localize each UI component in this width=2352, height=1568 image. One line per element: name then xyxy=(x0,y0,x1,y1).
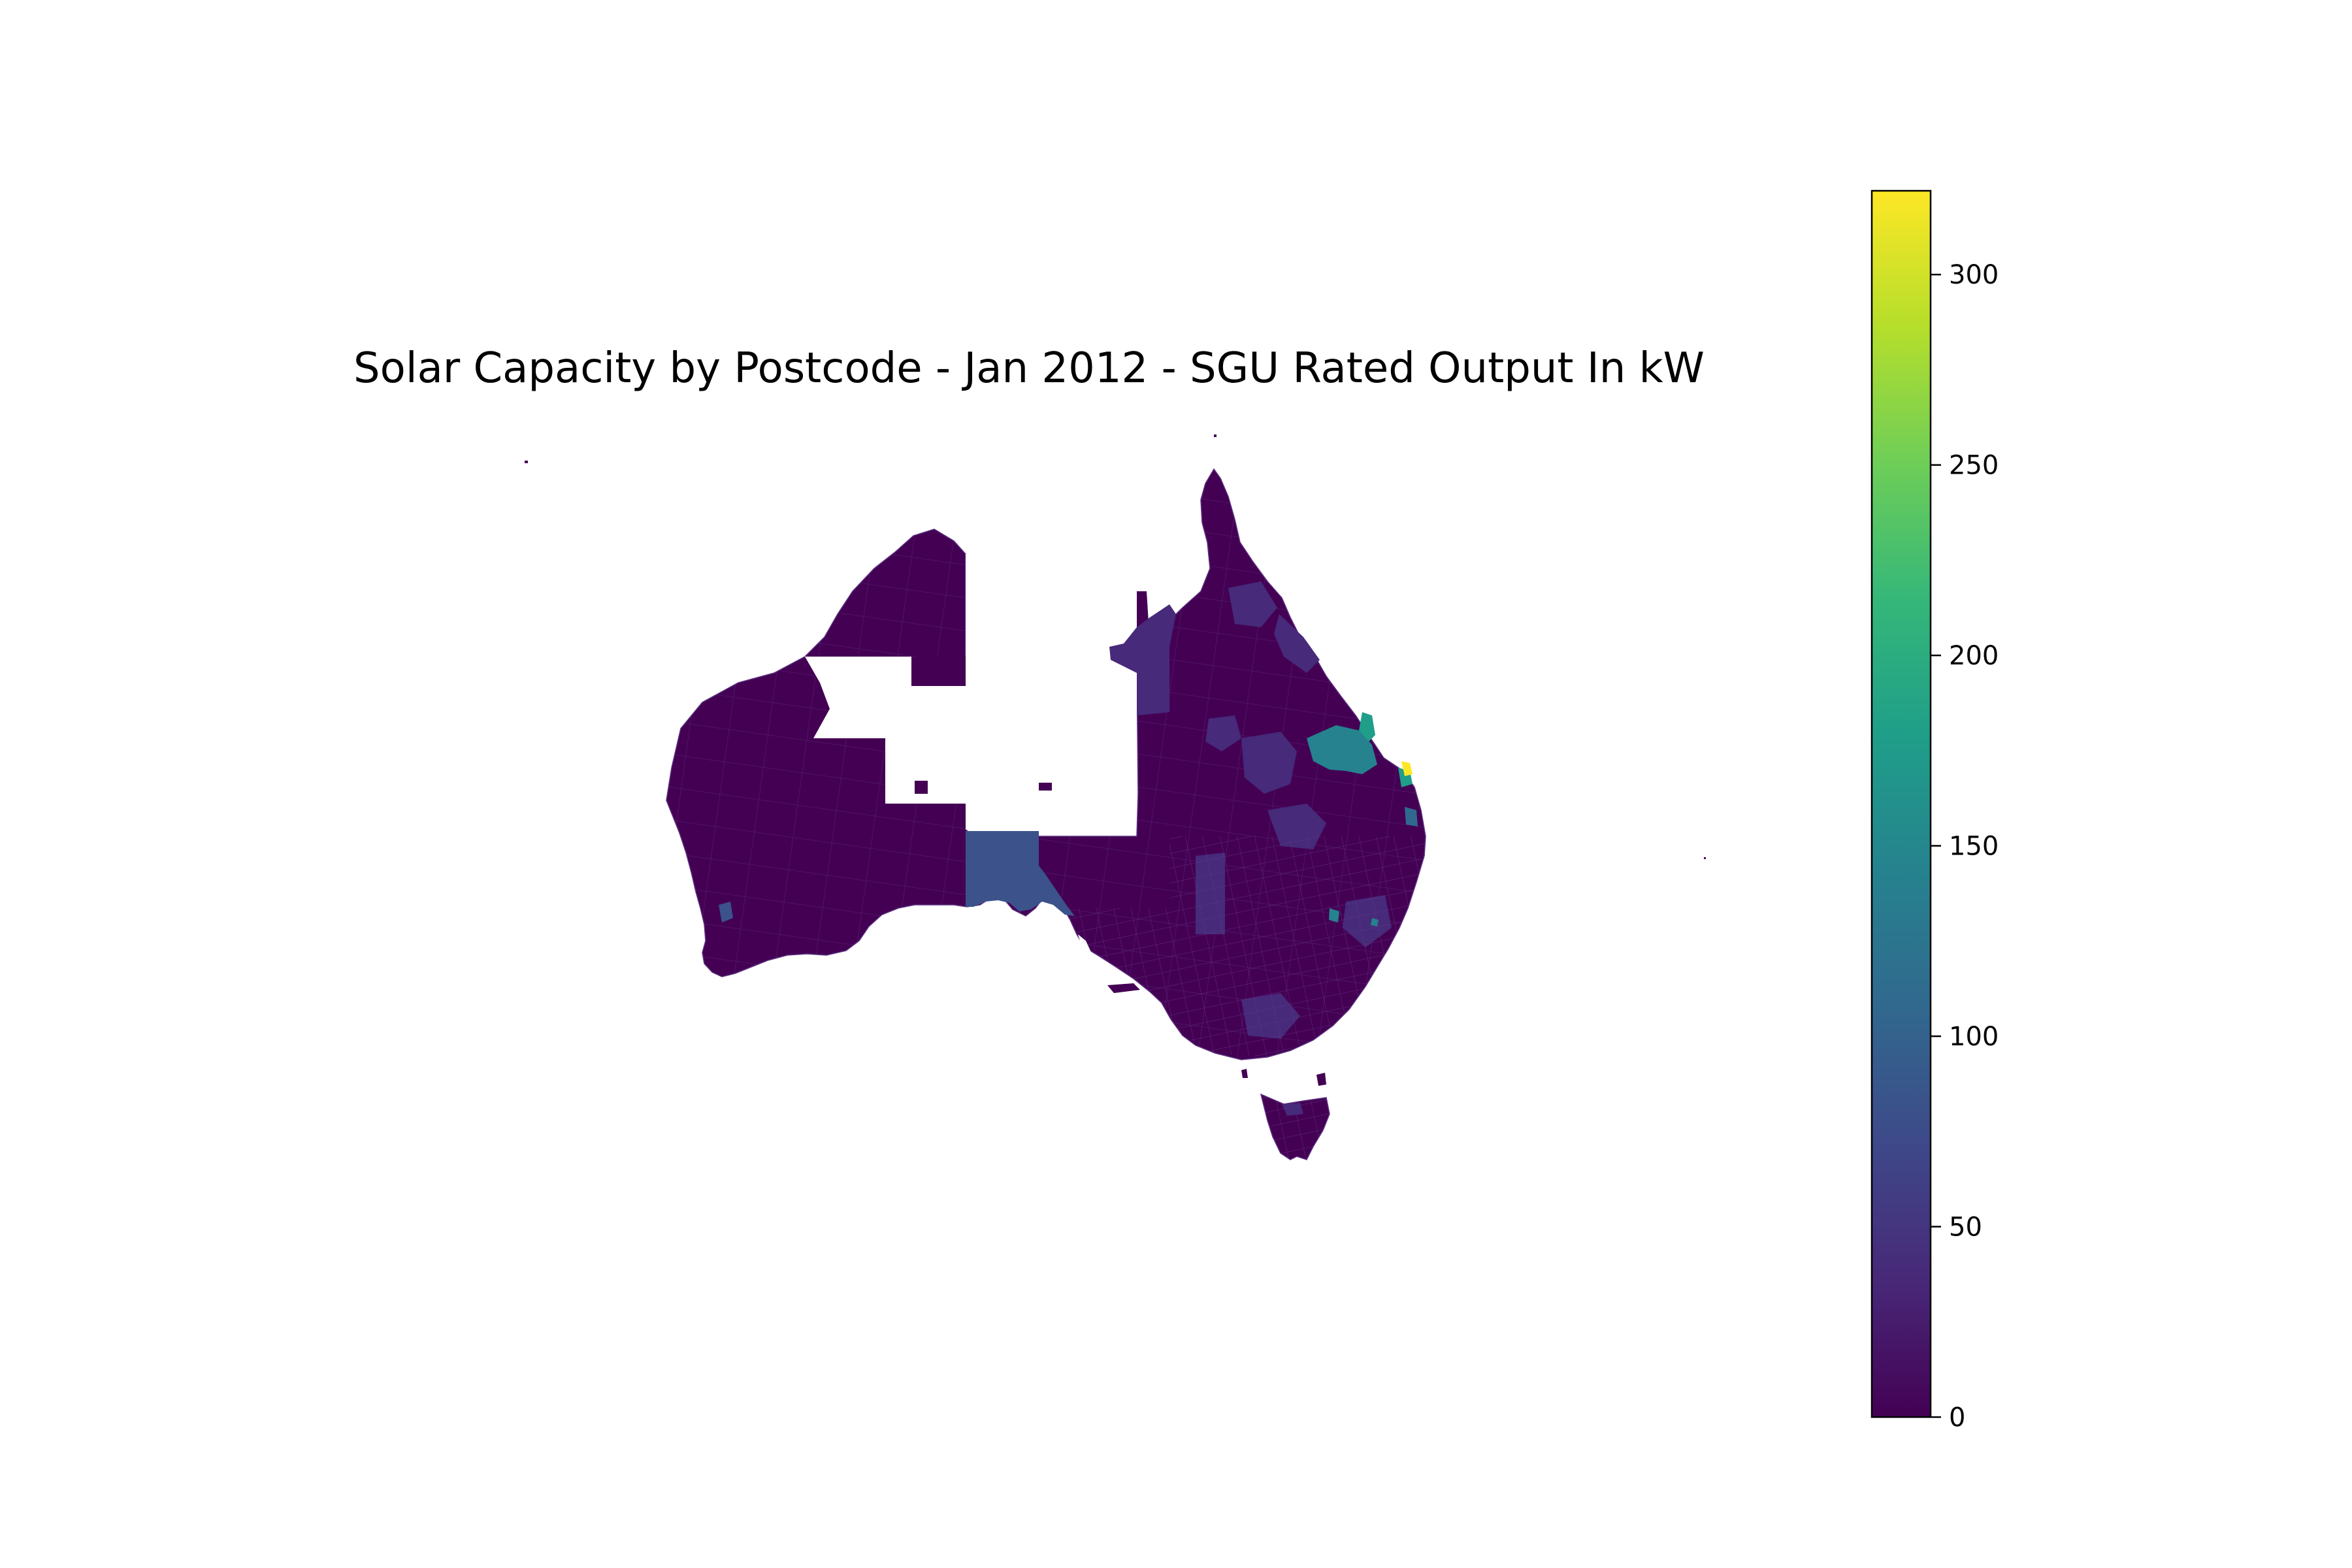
colorbar-tick-label: 300 xyxy=(1949,260,1999,290)
colorbar-tick-label: 50 xyxy=(1949,1213,1982,1243)
flinders-island xyxy=(1316,1073,1326,1086)
australia-map xyxy=(525,434,1706,1160)
colorbar-tick-label: 100 xyxy=(1949,1022,1999,1052)
region-qld-northeast xyxy=(1228,581,1277,627)
region-wa-kimberley-block xyxy=(911,657,966,686)
colorbar-tick-label: 150 xyxy=(1949,832,1999,862)
outlying-island xyxy=(525,461,528,463)
outlying-island xyxy=(1214,434,1217,437)
colorbar-ticks: 0 50 100 150 200 250 300 xyxy=(1931,260,1999,1433)
spencer-gulf xyxy=(1078,934,1104,977)
king-island xyxy=(1241,1069,1248,1078)
region-sa-nullarbor xyxy=(966,831,1075,916)
kangaroo-island xyxy=(1107,983,1140,993)
map-title: Solar Capacity by Postcode - Jan 2012 - … xyxy=(353,344,1705,393)
region-qld-peak xyxy=(1401,761,1413,776)
postcode-boundaries-east xyxy=(1064,836,1426,1057)
no-data-area-north xyxy=(966,554,1137,686)
no-data-area xyxy=(805,554,1137,830)
colorbar-tick-label: 250 xyxy=(1949,451,1999,481)
region-wa-small-block xyxy=(915,781,928,794)
colorbar: 0 50 100 150 200 250 300 xyxy=(1870,189,1999,1433)
colorbar-gradient xyxy=(1870,189,1932,1418)
tasmania-postcodes xyxy=(1261,1094,1330,1160)
region-qld-mackay xyxy=(1359,712,1375,742)
colorbar-tick-label: 200 xyxy=(1949,641,1999,671)
region-wa-perth xyxy=(719,902,733,923)
colorbar-tick-label: 0 xyxy=(1949,1403,1965,1433)
region-nt-small-block xyxy=(1039,783,1052,791)
region-qld-coast-mid xyxy=(1405,807,1418,826)
region-qld-gulf xyxy=(1109,604,1176,715)
region-qld-fitzroy xyxy=(1307,725,1377,774)
outlying-island xyxy=(1704,857,1706,859)
region-qld-north-coast xyxy=(1274,614,1320,673)
region-qld-central-2 xyxy=(1205,715,1241,751)
region-qld-central xyxy=(1241,732,1297,794)
tasmania-north-region xyxy=(1282,1103,1303,1116)
